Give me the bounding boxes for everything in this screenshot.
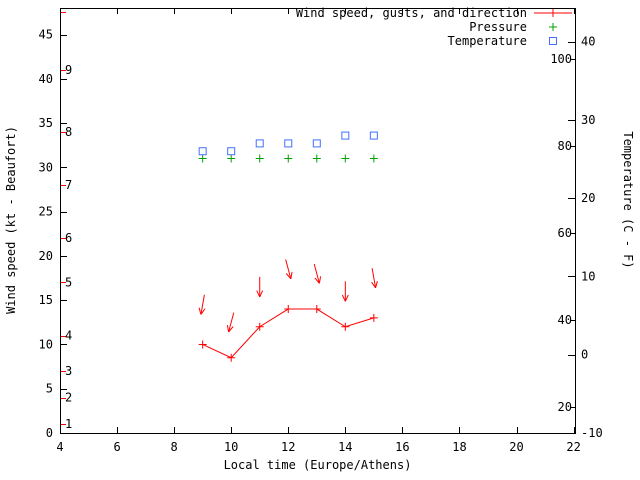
svg-text:0: 0 xyxy=(581,348,588,362)
svg-text:16: 16 xyxy=(395,440,409,454)
svg-text:80: 80 xyxy=(558,139,572,153)
svg-text:2: 2 xyxy=(65,391,72,405)
svg-text:20: 20 xyxy=(558,400,572,414)
x-axis: 4 6 8 10 12 14 16 18 20 22 xyxy=(56,8,581,454)
beaufort-scale: 1 2 3 4 5 6 7 8 9 xyxy=(61,12,72,431)
gust-direction-arrows xyxy=(198,259,378,333)
svg-text:60: 60 xyxy=(558,226,572,240)
svg-text:22: 22 xyxy=(566,440,580,454)
plot-border xyxy=(60,8,576,434)
svg-text:30: 30 xyxy=(581,113,595,127)
svg-text:7: 7 xyxy=(65,178,72,192)
svg-text:20: 20 xyxy=(509,440,523,454)
svg-text:-10: -10 xyxy=(581,426,603,440)
y-axis-right-title: Temperature (C - F) xyxy=(621,131,635,269)
svg-text:25: 25 xyxy=(39,205,53,219)
svg-text:4: 4 xyxy=(65,329,72,343)
svg-text:5: 5 xyxy=(65,275,72,289)
x-axis-title: Local time (Europe/Athens) xyxy=(223,458,412,472)
svg-text:1: 1 xyxy=(65,417,72,431)
svg-text:12: 12 xyxy=(281,440,295,454)
svg-text:6: 6 xyxy=(65,231,72,245)
svg-text:4: 4 xyxy=(56,440,63,454)
svg-text:9: 9 xyxy=(65,63,72,77)
svg-text:40: 40 xyxy=(39,72,53,86)
pressure-series xyxy=(198,154,378,163)
svg-text:10: 10 xyxy=(224,440,238,454)
legend-label-temperature: Temperature xyxy=(447,34,527,48)
wind-speed-series xyxy=(198,305,378,362)
svg-text:40: 40 xyxy=(558,313,572,327)
svg-text:18: 18 xyxy=(452,440,466,454)
legend-label-pressure: Pressure xyxy=(469,20,527,34)
svg-text:45: 45 xyxy=(39,28,53,42)
y-axis-right: -10 0 10 20 30 40 20 40 60 80 100 xyxy=(550,35,602,440)
y-axis-left-title: Wind speed (kt - Beaufort) xyxy=(4,126,18,314)
svg-text:6: 6 xyxy=(113,440,120,454)
y-axis-left: 0 5 10 15 20 25 30 35 40 45 xyxy=(39,28,67,440)
legend-label-wind: Wind speed, gusts, and direction xyxy=(295,6,527,20)
svg-text:40: 40 xyxy=(581,35,595,49)
svg-text:35: 35 xyxy=(39,116,53,130)
svg-text:3: 3 xyxy=(65,364,72,378)
svg-text:20: 20 xyxy=(581,191,595,205)
svg-text:14: 14 xyxy=(338,440,352,454)
svg-text:10: 10 xyxy=(581,269,595,283)
svg-text:8: 8 xyxy=(65,125,72,139)
svg-text:10: 10 xyxy=(39,337,53,351)
svg-text:30: 30 xyxy=(39,160,53,174)
svg-text:5: 5 xyxy=(46,382,53,396)
svg-text:0: 0 xyxy=(46,426,53,440)
svg-text:8: 8 xyxy=(171,440,178,454)
temperature-series xyxy=(198,131,378,156)
svg-text:15: 15 xyxy=(39,293,53,307)
svg-text:20: 20 xyxy=(39,249,53,263)
legend-samples xyxy=(534,9,572,45)
svg-text:100: 100 xyxy=(550,52,572,66)
